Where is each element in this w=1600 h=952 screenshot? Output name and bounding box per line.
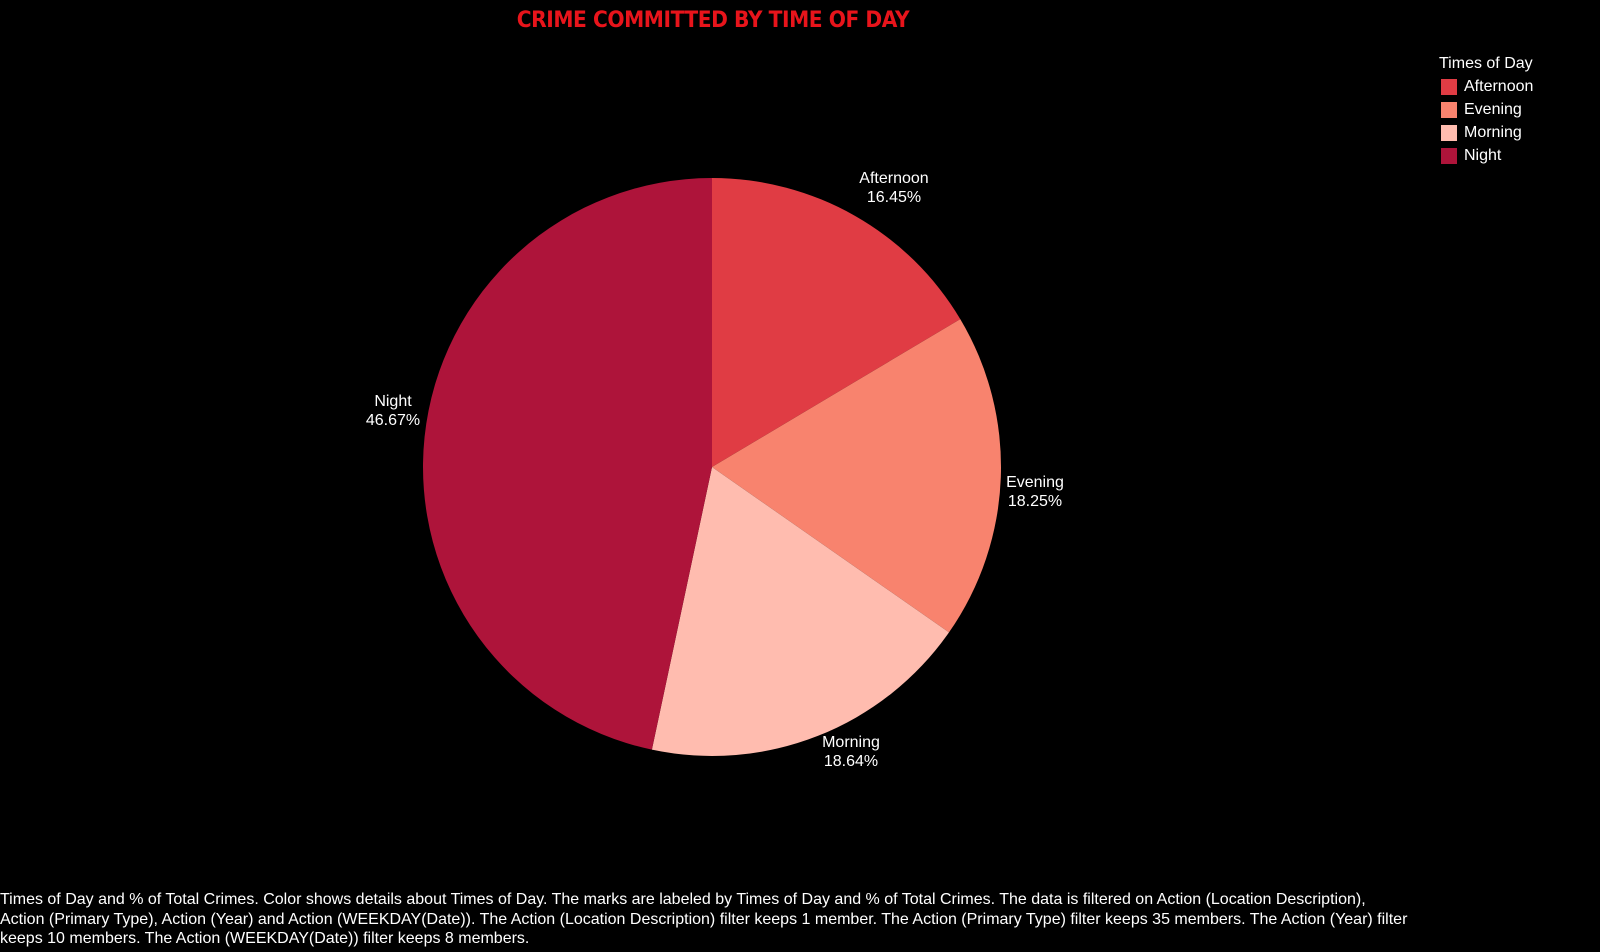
pie-label-name-night: Night xyxy=(374,393,412,410)
legend-label-afternoon: Afternoon xyxy=(1464,77,1534,95)
pie-slice-night[interactable] xyxy=(422,178,712,750)
legend-swatch-morning xyxy=(1441,124,1457,141)
pie-label-name-morning: Morning xyxy=(822,734,880,751)
legend: Times of Day Afternoon Evening Morning N… xyxy=(1439,55,1589,167)
pie-label-name-evening: Evening xyxy=(1006,474,1064,491)
legend-swatch-evening xyxy=(1441,101,1457,118)
legend-item-afternoon[interactable]: Afternoon xyxy=(1439,75,1589,98)
chart-caption: Times of Day and % of Total Crimes. Colo… xyxy=(0,891,1408,947)
legend-swatch-night xyxy=(1441,147,1457,164)
legend-label-night: Night xyxy=(1464,146,1502,164)
legend-title: Times of Day xyxy=(1439,55,1533,72)
pie-label-value-afternoon: 16.45% xyxy=(867,189,921,206)
pie-slice-morning[interactable] xyxy=(651,467,950,757)
legend-item-night[interactable]: Night xyxy=(1439,144,1589,167)
pie-label-value-evening: 18.25% xyxy=(1008,493,1062,510)
legend-label-morning: Morning xyxy=(1464,123,1522,141)
legend-item-morning[interactable]: Morning xyxy=(1439,121,1589,144)
legend-swatch-afternoon xyxy=(1441,78,1457,95)
pie-slice-evening[interactable] xyxy=(712,319,1002,633)
legend-item-evening[interactable]: Evening xyxy=(1439,98,1589,121)
pie-label-value-night: 46.67% xyxy=(366,412,420,429)
pie-label-name-afternoon: Afternoon xyxy=(859,170,928,187)
pie-label-value-morning: 18.64% xyxy=(824,753,878,770)
legend-label-evening: Evening xyxy=(1464,100,1522,118)
chart-title: CRIME COMMITTED BY TIME OF DAY xyxy=(516,8,910,33)
pie-slice-afternoon[interactable] xyxy=(712,178,961,467)
